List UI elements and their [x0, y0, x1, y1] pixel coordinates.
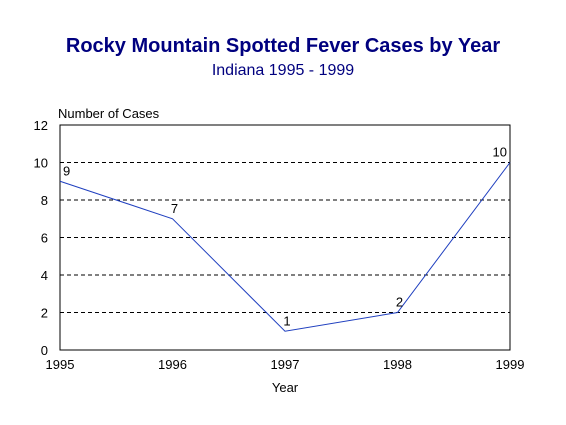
x-tick-label: 1997	[271, 357, 300, 372]
y-tick-label: 4	[41, 268, 48, 283]
data-label: 10	[493, 145, 507, 160]
series-line	[59, 162, 511, 332]
x-axis-label: Year	[272, 380, 299, 395]
x-tick-label: 1995	[46, 357, 75, 372]
x-tick-label: 1996	[158, 357, 187, 372]
y-tick-label: 8	[41, 193, 48, 208]
y-axis-label: Number of Cases	[58, 106, 160, 121]
data-label: 2	[396, 295, 403, 310]
x-tick-label: 1998	[383, 357, 412, 372]
y-tick-label: 6	[41, 231, 48, 246]
data-label: 9	[63, 163, 70, 178]
y-tick-label: 12	[34, 118, 48, 133]
data-label: 7	[171, 201, 178, 216]
chart-title: Rocky Mountain Spotted Fever Cases by Ye…	[65, 35, 501, 57]
y-tick-label: 0	[41, 343, 48, 358]
y-tick-label: 10	[34, 156, 48, 171]
chart-subtitle: Indiana 1995 - 1999	[211, 62, 355, 79]
x-tick-label: 1999	[496, 357, 525, 372]
y-tick-label: 2	[41, 306, 48, 321]
data-label: 1	[283, 313, 290, 328]
